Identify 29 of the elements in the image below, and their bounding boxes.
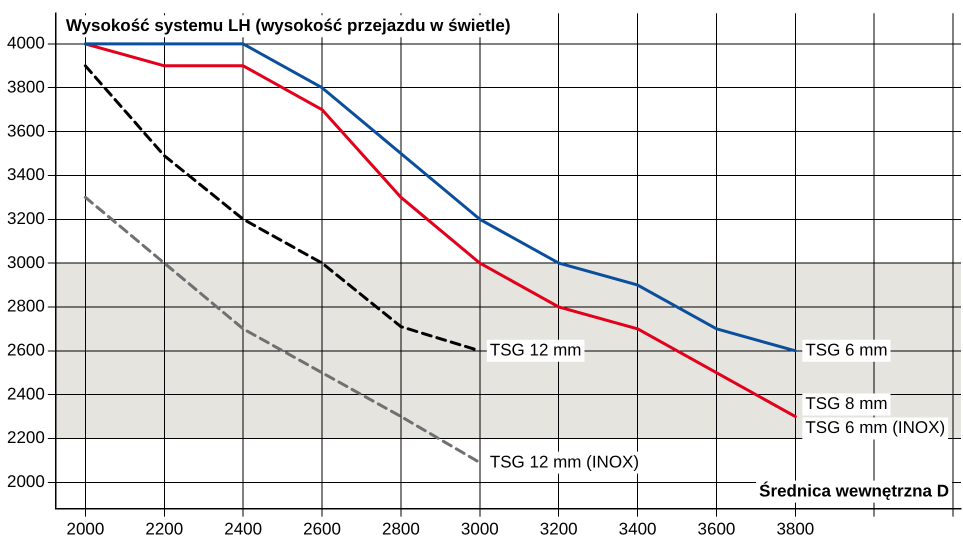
y-tick-label: 2200 xyxy=(6,428,45,448)
y-axis-title: Wysokość systemu LH (wysokość przejazdu w świetle) xyxy=(66,16,510,35)
x-tick-label: 2600 xyxy=(303,519,341,538)
y-tick-label: 4000 xyxy=(6,34,45,53)
y-tick-label: 3600 xyxy=(6,121,45,140)
series-label: TSG 6 mm xyxy=(805,340,888,360)
x-tick-label: 2400 xyxy=(224,519,262,538)
x-tick-label: 2200 xyxy=(145,519,184,538)
series-label: TSG 12 mm (INOX) xyxy=(490,452,640,472)
series-label: TSG 8 mm xyxy=(805,394,888,414)
y-tick-label: 2000 xyxy=(6,472,45,491)
y-tick-label: 3200 xyxy=(6,208,45,228)
x-tick-label: 2000 xyxy=(66,519,104,538)
y-tick-label: 2800 xyxy=(6,296,45,316)
y-tick-label: 3800 xyxy=(6,77,45,96)
y-tick-label: 2600 xyxy=(6,340,45,360)
x-tick-label: 3600 xyxy=(698,519,736,538)
x-tick-label: 3200 xyxy=(540,519,578,538)
y-tick-label: 3400 xyxy=(6,165,45,184)
y-tick-label: 3000 xyxy=(6,252,45,272)
series-label: TSG 12 mm xyxy=(490,340,582,360)
x-tick-label: 3800 xyxy=(776,519,814,538)
x-tick-label: 3000 xyxy=(460,519,499,538)
x-axis-title: Średnica wewnętrzna D xyxy=(759,480,949,500)
annotation: TSG 6 mm (INOX) xyxy=(805,418,946,438)
line-series xyxy=(84,196,482,464)
x-tick-label: 3400 xyxy=(618,519,656,538)
x-tick-label: 2800 xyxy=(382,519,420,538)
y-tick-label: 2400 xyxy=(6,384,45,404)
